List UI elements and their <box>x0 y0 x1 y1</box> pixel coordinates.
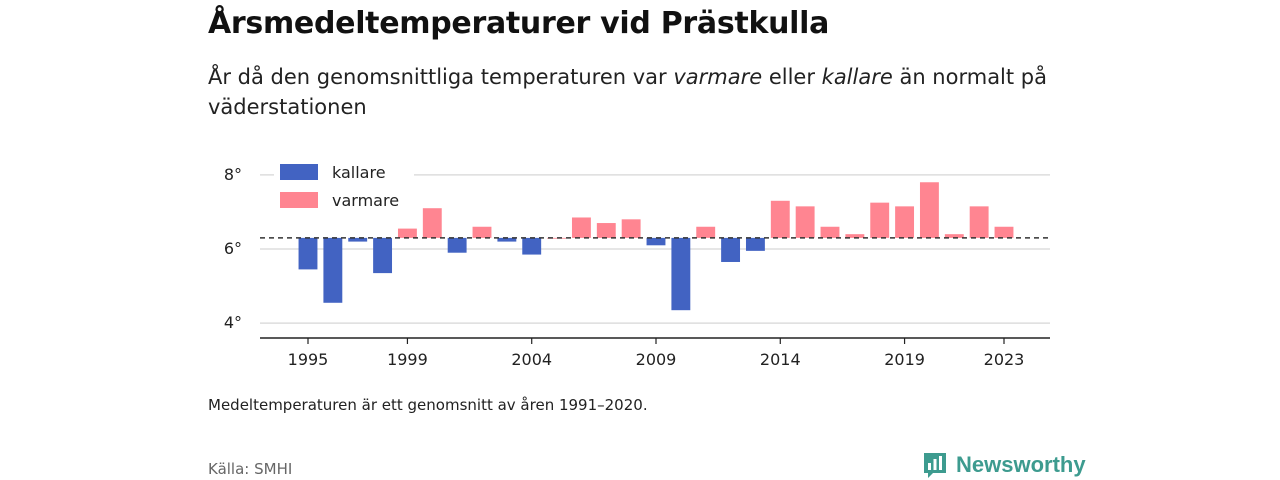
bar-2004 <box>522 237 542 255</box>
y-tick-label: 8° <box>224 165 242 184</box>
bar-1997 <box>348 237 368 242</box>
y-tick-label: 4° <box>224 313 242 332</box>
x-tick-label: 1999 <box>387 350 428 369</box>
x-tick-label: 1995 <box>288 350 329 369</box>
bar-2011 <box>696 226 716 238</box>
newsworthy-logo-icon <box>924 453 946 478</box>
x-tick-label: 2004 <box>511 350 552 369</box>
y-tick-label: 6° <box>224 239 242 258</box>
chart-title: Årsmedeltemperaturer vid Prästkulla <box>208 6 830 41</box>
bar-2005 <box>547 237 567 239</box>
subtitle-cold-word: kallare <box>821 65 893 89</box>
bar-2022 <box>969 206 989 238</box>
subtitle-part3: än normalt på väderstationen <box>208 65 1047 119</box>
newsworthy-brand: Newsworthy <box>922 451 1086 479</box>
legend-label-kallare: kallare <box>332 163 386 182</box>
x-tick-label: 2019 <box>884 350 925 369</box>
bar-2017 <box>845 234 865 238</box>
bar-2003 <box>497 237 517 242</box>
bar-2001 <box>447 237 467 253</box>
bar-2019 <box>895 206 915 238</box>
x-tick-label: 2023 <box>984 350 1025 369</box>
bar-1999 <box>397 228 417 238</box>
bar-2012 <box>721 237 741 262</box>
bar-2023 <box>994 226 1014 238</box>
subtitle-part1: År då den genomsnittliga temperaturen va… <box>208 65 674 89</box>
x-tick-label: 2014 <box>760 350 801 369</box>
bar-2000 <box>422 208 442 238</box>
legend-swatch-varmare <box>280 192 318 208</box>
chart-card: Årsmedeltemperaturer vid Prästkulla År d… <box>208 0 1086 480</box>
chart-subtitle: År då den genomsnittliga temperaturen va… <box>208 62 1058 122</box>
bar-2007 <box>596 223 616 238</box>
x-tick-label: 2009 <box>636 350 677 369</box>
bar-2014 <box>770 200 790 238</box>
legend-swatch-kallare <box>280 164 318 180</box>
chart-source: Källa: SMHI <box>208 460 293 478</box>
bar-2018 <box>870 202 890 238</box>
chart-note: Medeltemperaturen är ett genomsnitt av å… <box>208 396 648 414</box>
bar-2021 <box>944 234 964 238</box>
bar-1996 <box>323 237 343 303</box>
bar-2002 <box>472 226 492 238</box>
bar-2013 <box>745 237 765 251</box>
bar-2010 <box>671 237 691 311</box>
bar-2008 <box>621 219 641 238</box>
subtitle-part2: eller <box>762 65 822 89</box>
bar-1995 <box>298 237 318 270</box>
bar-2016 <box>820 226 840 238</box>
bar-2009 <box>646 237 666 246</box>
legend-label-varmare: varmare <box>332 191 399 210</box>
subtitle-warm-word: varmare <box>673 65 763 89</box>
bar-1998 <box>373 237 393 274</box>
bar-2020 <box>919 182 939 238</box>
bar-2015 <box>795 206 815 238</box>
brand-name: Newsworthy <box>956 452 1086 477</box>
bar-2006 <box>571 217 591 238</box>
temperature-bar-chart: 4° 6° 8° 1995 1999 2004 2009 2014 2019 2023 kallar… <box>224 156 1050 369</box>
